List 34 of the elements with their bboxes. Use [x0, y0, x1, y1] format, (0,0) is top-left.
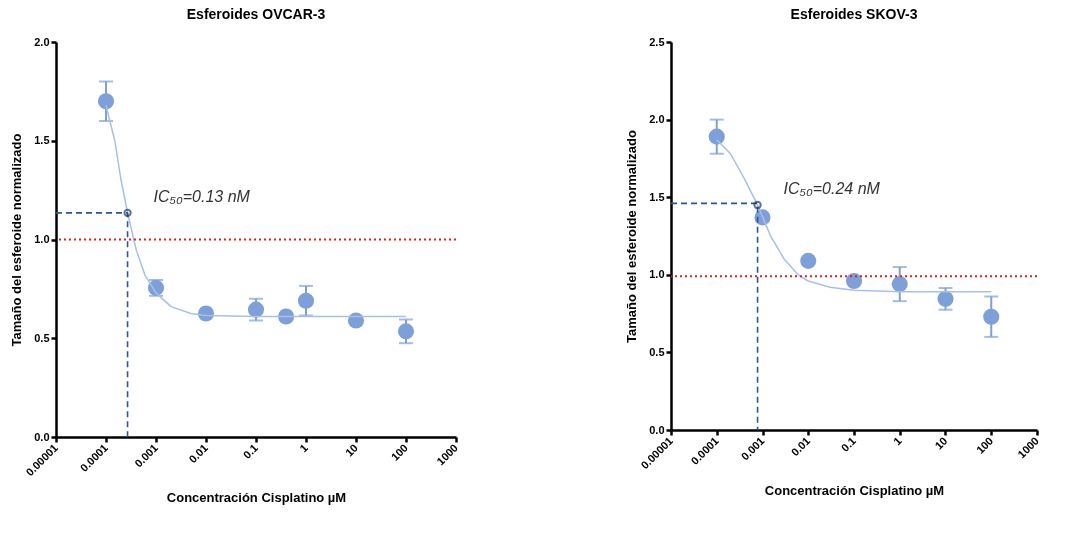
y-tick-label: 1.5 — [649, 190, 665, 203]
point — [708, 128, 725, 145]
point — [891, 276, 908, 293]
y-tick-label: 1.5 — [34, 134, 50, 147]
x-tick-label: 0.1 — [240, 441, 261, 461]
y-tick-label: 1.0 — [649, 268, 665, 281]
x-tick-label: 100 — [388, 441, 411, 464]
point — [845, 272, 863, 290]
y-tick-label: 2.0 — [649, 113, 665, 126]
y-tick-label: 2.5 — [649, 35, 665, 48]
y-tick-label: 0.5 — [649, 345, 665, 358]
annotation: IC₅₀=0.24 nM — [783, 179, 881, 197]
x-axis-title: Concentración Cisplatino µM — [764, 483, 945, 499]
y-axis-title: Tamaño del esferoide normalizado — [9, 133, 25, 347]
x-tick-label: 0.01 — [788, 434, 813, 459]
y-tick-label: 0.0 — [34, 430, 50, 443]
y-axis-title: Tamaño del esferoide normalizado — [624, 130, 640, 343]
y-tick-label: 1.0 — [34, 233, 50, 245]
x-tick-label: 10 — [342, 441, 361, 459]
y-tick-label: 0.5 — [34, 331, 50, 344]
chart-title: Esferoides SKOV-3 — [790, 6, 918, 22]
x-tick-label: 100 — [973, 434, 996, 457]
y-tick-label: 2.0 — [34, 35, 50, 48]
annotation: IC₅₀=0.13 nM — [153, 187, 251, 205]
x-tick-label: 0.1 — [838, 434, 859, 454]
chart-title: Esferoides OVCAR-3 — [186, 6, 326, 22]
x-tick-label: 1 — [890, 434, 904, 448]
x-tick-label: 0.01 — [186, 441, 211, 466]
x-tick-label: 10 — [932, 434, 950, 452]
x-axis-title: Concentración Cisplatino µM — [166, 490, 347, 506]
y-tick-label: 0.0 — [649, 423, 665, 436]
x-tick-label: 1 — [297, 441, 311, 455]
point — [800, 252, 817, 269]
point — [983, 308, 1000, 325]
